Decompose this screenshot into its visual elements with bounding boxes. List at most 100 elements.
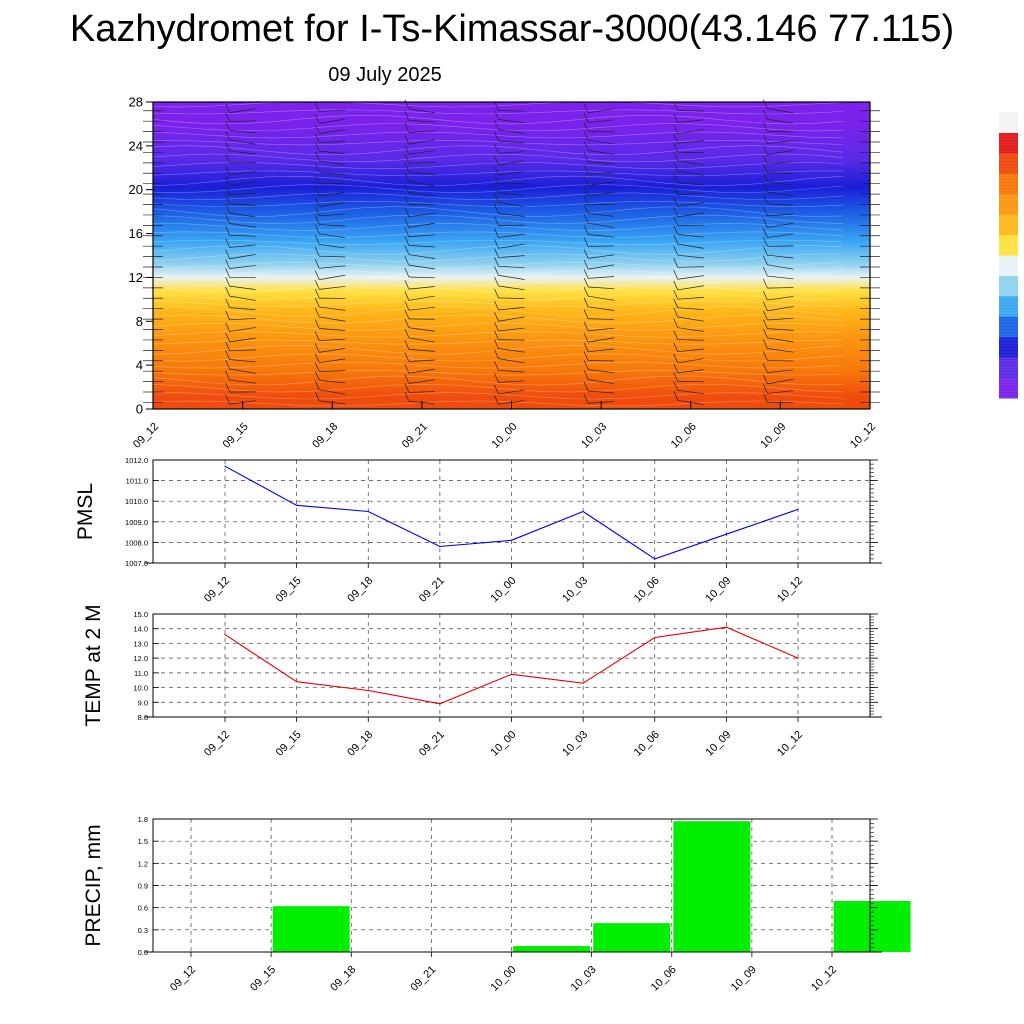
wind-barb <box>677 254 704 259</box>
x-tick-label: 10_12 <box>809 964 839 994</box>
colorbar-swatch <box>999 234 1018 256</box>
wind-barb-flag <box>583 237 589 247</box>
wind-barb-flag <box>314 124 320 134</box>
wind-barb-flag <box>583 297 589 307</box>
y-tick-label: 1011.0 <box>126 477 148 486</box>
wind-barb-flag <box>314 280 320 290</box>
wind-barb-flag <box>673 216 679 226</box>
x-tick-label: 10_00 <box>489 575 519 605</box>
wind-barb <box>229 244 256 248</box>
wind-barb <box>588 318 615 320</box>
cross-section-field <box>153 102 870 409</box>
x-tick-label: 09_12 <box>202 575 232 605</box>
wind-barb-flag <box>763 393 768 403</box>
wind-barb-flag <box>673 162 679 172</box>
wind-barb <box>498 129 525 135</box>
wind-barb-flag <box>673 225 679 235</box>
wind-barb-flag <box>225 298 230 308</box>
wind-barb-flag <box>494 373 499 383</box>
wind-barb <box>408 139 435 145</box>
wind-barb <box>408 192 435 196</box>
wind-barb-flag <box>314 259 320 269</box>
wind-barb-flag <box>404 218 410 228</box>
wind-barb <box>408 254 435 260</box>
wind-barb <box>767 287 794 289</box>
wind-barb-flag <box>404 245 410 255</box>
forecast-date: 09 July 2025 <box>328 64 442 86</box>
data-point <box>296 681 298 683</box>
precip-bar <box>833 901 911 952</box>
wind-barb-flag <box>314 380 320 390</box>
wind-barb-flag <box>314 141 320 152</box>
wind-barb <box>498 243 525 249</box>
wind-barb-flag <box>314 186 320 196</box>
wind-barb-flag <box>314 215 320 225</box>
x-tick-label: 09_18 <box>328 964 358 994</box>
wind-barb <box>588 327 615 332</box>
x-tick-label: 10_06 <box>649 964 679 994</box>
wind-barb <box>498 316 525 322</box>
wind-barb <box>408 286 435 290</box>
wind-barb <box>677 192 704 196</box>
wind-barb <box>408 276 435 279</box>
wind-barb <box>319 265 346 269</box>
y-tick-label: 0.3 <box>138 926 148 935</box>
wind-barb <box>408 306 435 311</box>
x-tick-label: 10_09 <box>703 729 733 759</box>
y-tick-label: 24 <box>129 138 143 153</box>
wind-barb <box>498 233 525 238</box>
data-point <box>439 545 441 548</box>
wind-barb-flag <box>225 286 230 297</box>
x-tick-label: 10_00 <box>489 729 519 759</box>
wind-barb <box>319 389 346 395</box>
colorbar-swatch <box>999 316 1018 338</box>
wind-barb <box>677 389 704 395</box>
wind-barb-flag <box>763 145 768 155</box>
wind-barb-flag <box>583 277 589 288</box>
wind-barb-flag <box>314 371 320 381</box>
wind-barb <box>767 213 794 217</box>
wind-barb-flag <box>494 144 499 154</box>
wind-barb <box>319 338 346 342</box>
wind-barb-flag <box>225 259 230 269</box>
y-tick-label: 28 <box>129 95 143 110</box>
wind-barb <box>588 233 615 238</box>
wind-barb-flag <box>404 154 410 164</box>
wind-barb <box>767 172 794 174</box>
wind-barb <box>229 359 256 363</box>
wind-barb-flag <box>583 195 589 205</box>
wind-barb <box>677 212 704 218</box>
wind-barb-flag <box>673 318 679 328</box>
cross-section-panel: 0 4 8 12 16 20 24 28 09_12 09_15 09_18 09_21 10_00 10… <box>129 95 1018 451</box>
wind-barb-flag <box>763 301 768 311</box>
contour-line <box>152 231 844 238</box>
y-axis-title: PMSL <box>74 483 97 540</box>
wind-barb-flag <box>763 339 768 349</box>
x-tick-label: 10_12 <box>775 729 805 759</box>
contour-line <box>152 383 844 393</box>
wind-barb-flag <box>225 112 230 122</box>
wind-barb-flag <box>494 204 499 214</box>
wind-barb-flag <box>673 101 679 111</box>
wind-barb-flag <box>494 384 499 395</box>
precip-bar <box>673 821 751 952</box>
data-point <box>510 539 513 541</box>
wind-barb <box>677 316 704 322</box>
wind-barb-flag <box>494 321 499 332</box>
wind-barb <box>408 181 435 187</box>
y-tick-label: 1008.0 <box>125 538 148 547</box>
wind-barb-flag <box>404 340 410 350</box>
wind-barb <box>767 108 794 114</box>
contour-line <box>152 270 844 276</box>
x-tick-label: 10_09 <box>703 575 733 605</box>
wind-barb <box>498 119 525 124</box>
y-tick-label: 8 <box>136 314 143 329</box>
contour-line <box>152 370 844 376</box>
x-tick-label: 09_15 <box>221 421 251 451</box>
wind-barb <box>588 264 615 270</box>
wind-barb <box>408 348 435 352</box>
wind-barb-flag <box>314 102 320 112</box>
y-tick-label: 13.0 <box>133 639 148 648</box>
wind-barb-flag <box>763 384 768 394</box>
y-axis-title: PRECIP, mm <box>82 824 105 946</box>
